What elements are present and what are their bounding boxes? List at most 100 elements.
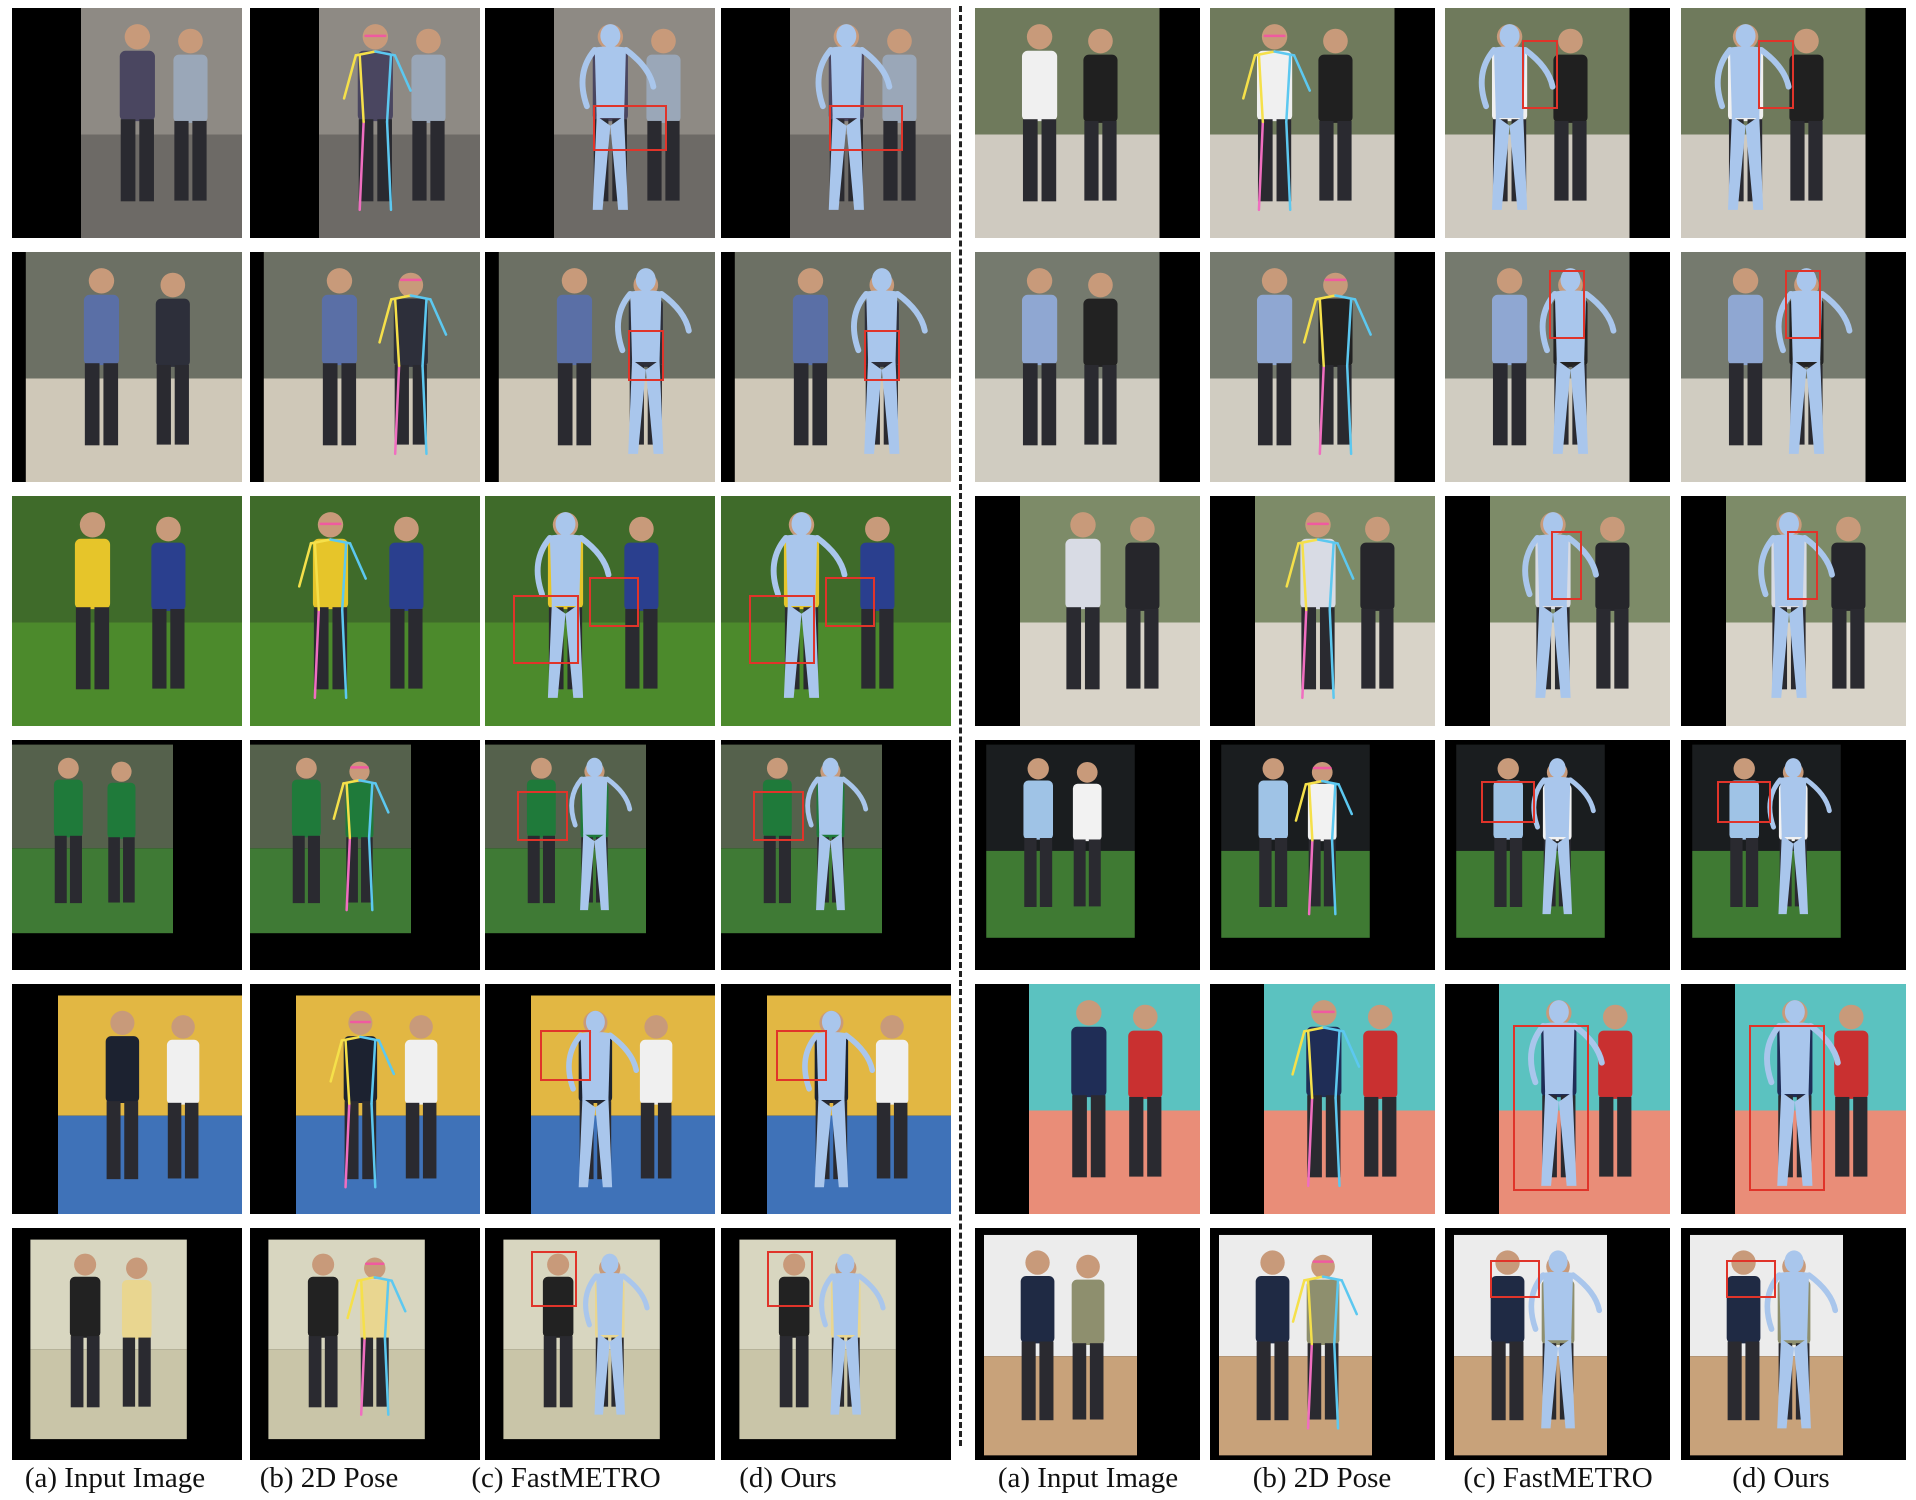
scene-ground: [1255, 622, 1435, 726]
person-primary: [1726, 1250, 1761, 1421]
body-mesh-torso: [830, 46, 862, 118]
person-secondary-leg-left: [1364, 1096, 1379, 1177]
body-mesh: [583, 1253, 650, 1415]
body-mesh-arm-left: [1528, 1272, 1546, 1332]
body-mesh-arm-left: [1522, 534, 1541, 598]
person-secondary-head: [1088, 272, 1113, 298]
body-mesh: [1478, 24, 1556, 210]
person-primary-torso: [119, 50, 155, 122]
person-secondary-torso: [121, 1280, 152, 1340]
person-secondary-leg-left: [122, 1337, 136, 1407]
person-secondary-leg-left: [152, 608, 167, 689]
pose-skeleton: [1291, 1010, 1361, 1188]
person-primary-leg-right: [1276, 363, 1292, 446]
pose-skeleton-bone: [385, 120, 393, 212]
body-mesh-torso: [1790, 290, 1823, 362]
scene-volleyball-block: [1735, 984, 1906, 1214]
body-mesh-torso: [1544, 776, 1571, 837]
scene-background: [1681, 8, 1866, 135]
person-secondary: [1125, 516, 1160, 689]
person-secondary-leg-right: [184, 1102, 199, 1179]
body-mesh-leg-left: [1727, 115, 1746, 210]
body-mesh-leg-right: [881, 359, 900, 454]
scene-volleyball-block: [1029, 984, 1200, 1214]
person-secondary-torso: [1306, 1279, 1340, 1346]
person-secondary-leg-left: [1084, 364, 1099, 445]
highlight-box: [1786, 530, 1819, 600]
pose-skeleton-bone: [332, 782, 345, 820]
person-secondary-leg-left: [1129, 1096, 1144, 1177]
highlight-box: [1717, 781, 1771, 823]
body-mesh-arm-right: [1571, 1022, 1605, 1066]
body-mesh-arm-right: [1565, 534, 1599, 578]
body-mesh-torso: [596, 1272, 624, 1335]
person-primary: [542, 1253, 574, 1408]
body-mesh-torso: [581, 776, 608, 835]
pose-skeleton-bone: [1294, 783, 1308, 822]
body-mesh-torso: [1779, 1022, 1811, 1094]
body-mesh-leg-left: [783, 603, 802, 698]
body-mesh-arm-right: [604, 776, 633, 812]
person-secondary-torso: [411, 54, 446, 123]
pose-skeleton-bone: [1345, 364, 1353, 456]
pose-skeleton-bone: [1285, 54, 1292, 124]
scene-ground: [30, 1349, 187, 1440]
scene-ground: [1219, 1356, 1372, 1456]
pose-skeleton-bone: [374, 782, 390, 814]
person-secondary-leg-left: [861, 608, 876, 689]
scene-background: [721, 744, 882, 849]
body-mesh-arm-right: [814, 534, 848, 578]
pose-skeleton-bone: [1292, 54, 1312, 92]
person-primary-leg-left: [1072, 1095, 1087, 1178]
body-mesh-arm-right: [578, 534, 612, 578]
person-secondary-head: [111, 761, 132, 782]
person-secondary-leg-right: [643, 608, 658, 689]
panel-right-row2-pose: [1210, 252, 1435, 482]
pose-skeleton-bone: [1330, 783, 1337, 842]
highlight-box: [1481, 781, 1535, 823]
person-primary-leg-left: [779, 1336, 793, 1408]
pose-skeleton: [1242, 34, 1312, 212]
scene-background: [739, 1239, 896, 1350]
person-secondary-leg-left: [412, 120, 427, 201]
pose-skeleton-bone: [340, 608, 348, 700]
panel-left-row3-ours: [721, 496, 951, 726]
scene-ground: [25, 378, 242, 482]
person-secondary-head: [1076, 761, 1098, 783]
caption-left-input: (a) Input Image: [24, 1462, 206, 1494]
person-secondary-torso: [1318, 54, 1353, 123]
person-primary-leg-right: [1274, 838, 1288, 907]
person-secondary-leg-right: [1323, 839, 1336, 907]
body-mesh-arm-left: [569, 776, 585, 828]
person-primary-leg-right: [139, 119, 154, 202]
pose-skeleton-bone: [367, 836, 374, 912]
scene-ground: [1221, 850, 1370, 938]
pose-skeleton-bone: [1333, 1279, 1340, 1346]
person-secondary: [639, 1015, 673, 1179]
scene-garden-standing: [1726, 496, 1906, 726]
panel-left-row3-input: [12, 496, 242, 726]
person-primary-torso: [307, 1276, 339, 1338]
person-secondary-head: [1365, 516, 1390, 542]
caption-right-2d-pose: (b) 2D Pose: [1252, 1462, 1392, 1494]
person-secondary: [1318, 28, 1353, 201]
body-mesh-leg-right: [845, 1333, 862, 1415]
person-primary: [83, 268, 120, 446]
body-mesh: [851, 268, 928, 454]
person-primary-leg-left: [292, 835, 305, 904]
person-primary-leg-left: [763, 835, 776, 904]
person-secondary: [1128, 1004, 1163, 1177]
person-primary-leg-left: [1259, 838, 1272, 907]
body-mesh-leg-right: [1553, 603, 1571, 698]
body-mesh-arm-right: [1567, 777, 1596, 814]
panel-left-row4-pose: [250, 740, 480, 970]
scene-garden-standing: [1255, 496, 1435, 726]
body-mesh-torso: [1543, 1271, 1574, 1341]
pose-skeleton-bone: [421, 298, 428, 368]
person-primary-leg-right: [1509, 838, 1523, 907]
highlight-box: [829, 104, 903, 151]
person-secondary-leg-left: [1073, 839, 1086, 907]
person-primary-leg-right: [86, 1336, 100, 1408]
panel-right-row6-ours: [1681, 1228, 1906, 1460]
person-primary-leg-right: [778, 835, 791, 904]
